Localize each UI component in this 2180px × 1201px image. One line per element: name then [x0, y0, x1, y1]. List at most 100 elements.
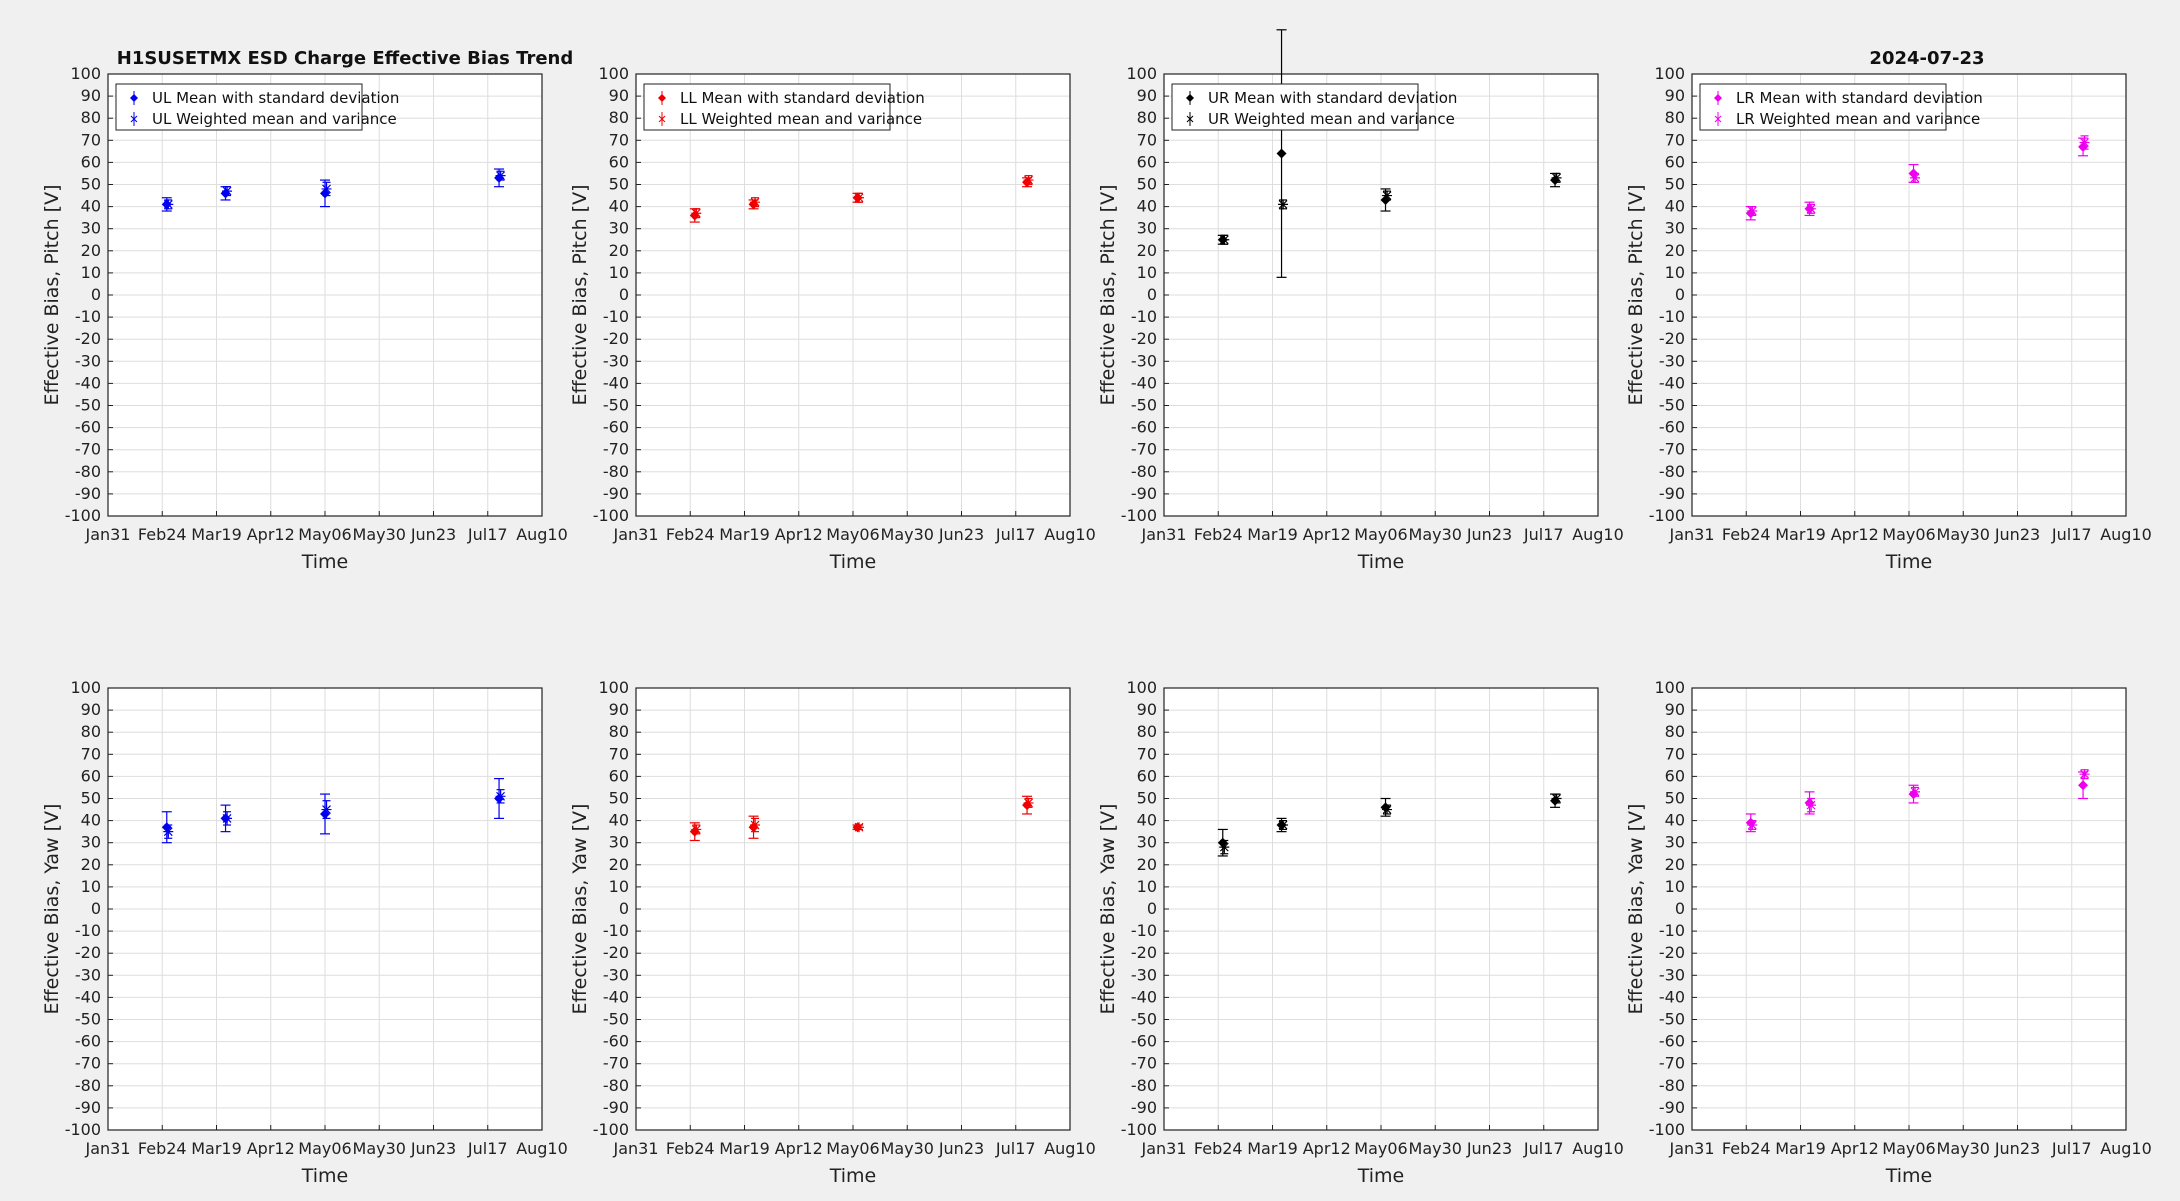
y-tick-label: -50 [603, 1010, 629, 1029]
y-tick-label: -60 [75, 418, 101, 437]
data-point [222, 186, 233, 197]
y-tick-label: -70 [603, 440, 629, 459]
x-axis-label: Time [829, 551, 877, 573]
y-tick-label: -30 [1131, 351, 1157, 370]
axes-frame [107, 687, 543, 1131]
x-tick-label: Jan31 [612, 1139, 658, 1158]
data-point [854, 192, 865, 203]
data-point [1278, 820, 1289, 831]
x-tick-label: Feb24 [138, 525, 187, 544]
y-tick-label: 60 [81, 766, 101, 785]
x-tick-label: Jan31 [1668, 525, 1714, 544]
x-tick-label: Aug10 [1044, 525, 1096, 544]
legend-symbol [658, 115, 666, 123]
x-tick-label: Apr12 [247, 525, 295, 544]
legend-symbol [1186, 94, 1194, 102]
x-tick-label: Mar19 [719, 525, 770, 544]
data-point [1023, 797, 1034, 808]
data-point [321, 183, 332, 194]
y-tick-label: 30 [609, 833, 629, 852]
y-tick-label: -90 [603, 484, 629, 503]
data-point [2079, 137, 2090, 148]
series-weighted-mean [1747, 769, 2090, 831]
x-tick-label: Mar19 [1247, 525, 1298, 544]
y-tick-label: -100 [1649, 1120, 1685, 1139]
y-tick-label: -70 [75, 1054, 101, 1073]
y-tick-label: 90 [1665, 700, 1685, 719]
y-tick-label: -20 [75, 943, 101, 962]
panel-UL-yaw: -100-90-80-70-60-50-40-30-20-10010203040… [41, 678, 568, 1187]
y-tick-label: -10 [75, 921, 101, 940]
y-tick-label: -10 [75, 307, 101, 326]
y-tick-label: -80 [75, 1076, 101, 1095]
y-tick-label: 50 [81, 175, 101, 194]
x-tick-label: May06 [298, 1139, 351, 1158]
x-tick-label: Jan31 [1668, 1139, 1714, 1158]
series-weighted-mean [1747, 135, 2090, 217]
x-tick-label: Mar19 [1775, 1139, 1826, 1158]
y-tick-label: 90 [81, 700, 101, 719]
x-tick-label: Jan31 [84, 1139, 130, 1158]
x-tick-label: Jun23 [938, 525, 984, 544]
y-tick-label: -80 [1131, 462, 1157, 481]
x-tick-label: Mar19 [191, 525, 242, 544]
y-tick-label: -50 [1659, 396, 1685, 415]
series-weighted-mean [163, 789, 506, 839]
x-axis-label: Time [1357, 1165, 1405, 1187]
x-tick-label: Aug10 [2100, 525, 2152, 544]
y-tick-label: 50 [81, 789, 101, 808]
y-tick-label: -60 [1659, 418, 1685, 437]
x-tick-label: Jan31 [1140, 1139, 1186, 1158]
x-tick-label: Aug10 [1572, 1139, 1624, 1158]
y-tick-label: -30 [1131, 965, 1157, 984]
legend-entry: LL Weighted mean and variance [680, 110, 922, 128]
y-tick-label: 100 [1126, 64, 1157, 83]
y-tick-label: -50 [1131, 1010, 1157, 1029]
legend-box [1699, 83, 1947, 131]
y-tick-label: -30 [1659, 965, 1685, 984]
legend-entry: UR Mean with standard deviation [1208, 89, 1457, 107]
data-point [1276, 148, 1287, 159]
data-point [1219, 842, 1230, 853]
y-tick-label: 60 [609, 766, 629, 785]
legend-symbol [658, 94, 666, 102]
x-tick-label: Jul17 [1523, 1139, 1564, 1158]
y-tick-label: -50 [1659, 1010, 1685, 1029]
x-tick-label: Jun23 [938, 1139, 984, 1158]
y-tick-label: 10 [81, 877, 101, 896]
data-point [1278, 199, 1289, 210]
x-tick-label: Jun23 [1466, 1139, 1512, 1158]
y-tick-label: 90 [1137, 86, 1157, 105]
legend: LR Mean with standard deviation LR Weight… [1699, 83, 1983, 131]
x-tick-label: Aug10 [1044, 1139, 1096, 1158]
data-point [1747, 820, 1758, 831]
y-tick-label: -30 [1659, 351, 1685, 370]
x-tick-label: May30 [353, 525, 406, 544]
y-tick-label: -100 [593, 1120, 629, 1139]
data-point [2078, 780, 2089, 791]
x-tick-label: May30 [881, 525, 934, 544]
y-tick-label: -80 [1659, 462, 1685, 481]
y-tick-label: 50 [1137, 789, 1157, 808]
panel-LL-pitch: -100-90-80-70-60-50-40-30-20-10010203040… [569, 64, 1096, 573]
y-tick-label: -20 [75, 329, 101, 348]
panel-UR-yaw: -100-90-80-70-60-50-40-30-20-10010203040… [1097, 678, 1624, 1187]
x-axis-label: Time [301, 1165, 349, 1187]
y-tick-label: -80 [1659, 1076, 1685, 1095]
y-tick-label: 80 [1665, 722, 1685, 741]
y-axis-label: Effective Bias, Yaw [V] [41, 804, 63, 1015]
legend-entry: LR Mean with standard deviation [1736, 89, 1983, 107]
y-tick-label: 40 [609, 197, 629, 216]
x-tick-label: Jun23 [1994, 525, 2040, 544]
x-tick-label: Jun23 [410, 525, 456, 544]
x-tick-label: Apr12 [1303, 525, 1351, 544]
panel-LR-pitch: -100-90-80-70-60-50-40-30-20-10010203040… [1625, 64, 2152, 573]
data-point [321, 804, 332, 815]
series-weighted-mean [1219, 172, 1562, 245]
series-weighted-mean [1219, 793, 1562, 855]
x-tick-label: Apr12 [1831, 1139, 1879, 1158]
y-tick-label: 0 [91, 899, 101, 918]
x-tick-label: Jan31 [1140, 525, 1186, 544]
y-tick-label: 100 [1126, 678, 1157, 697]
